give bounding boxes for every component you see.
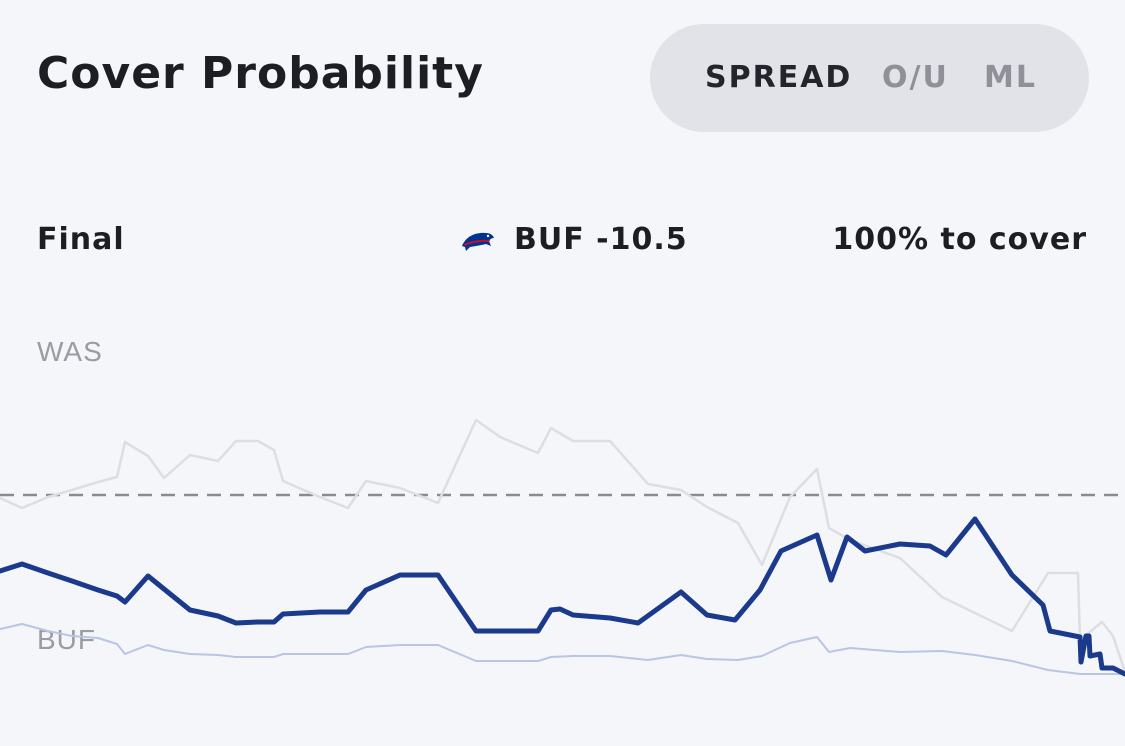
team-spread: BUF -10.5 [460,222,688,257]
cover-probability-text: 100% to cover [832,222,1087,257]
status-row: Final BUF -10.5 100% to cover [37,222,1087,266]
game-status: Final [37,222,125,257]
buf-probability-line [0,623,1125,675]
spread-text: BUF -10.5 [514,222,688,257]
bottom-team-label: BUF [37,624,96,655]
spread-cover-line [0,516,1125,677]
buffalo-bills-logo-icon [462,232,494,251]
toggle-over-under[interactable]: O/U [882,60,949,95]
top-team-label: WAS [37,336,103,367]
page-title: Cover Probability [37,48,484,99]
toggle-spread[interactable]: SPREAD [705,60,853,95]
was-probability-line [0,418,1125,673]
market-toggle: SPREAD O/U ML [650,24,1089,132]
toggle-moneyline[interactable]: ML [984,60,1037,95]
